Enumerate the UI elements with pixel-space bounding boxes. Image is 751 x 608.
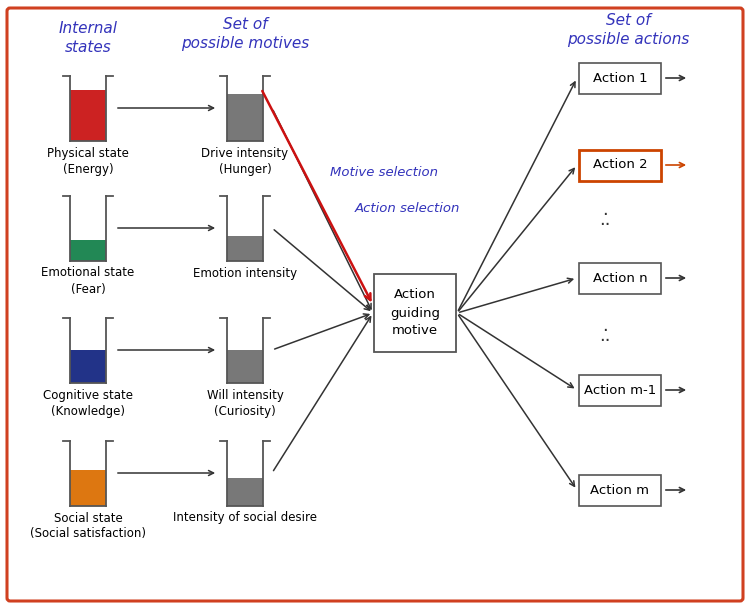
Text: Action m-1: Action m-1 (584, 384, 656, 396)
Bar (579, 474, 661, 505)
Text: Internal
states: Internal states (59, 21, 117, 55)
Text: Action 2: Action 2 (593, 159, 647, 171)
Text: Emotion intensity: Emotion intensity (193, 266, 297, 280)
Bar (579, 63, 661, 94)
Text: Cognitive state
(Knowledge): Cognitive state (Knowledge) (43, 389, 133, 418)
Text: Drive intensity
(Hunger): Drive intensity (Hunger) (201, 147, 288, 176)
Text: Social state
(Social satisfaction): Social state (Social satisfaction) (30, 511, 146, 541)
Text: Physical state
(Energy): Physical state (Energy) (47, 147, 129, 176)
Bar (579, 375, 661, 406)
Text: Motive selection: Motive selection (330, 167, 438, 179)
Bar (70, 90, 106, 140)
Text: .: . (602, 317, 608, 335)
Text: ..: .. (599, 211, 611, 229)
Text: .: . (602, 201, 608, 219)
Text: Action n: Action n (593, 272, 647, 285)
Text: Emotional state
(Fear): Emotional state (Fear) (41, 266, 134, 295)
Bar (70, 350, 106, 382)
FancyBboxPatch shape (7, 8, 743, 601)
Text: Set of
possible motives: Set of possible motives (181, 17, 309, 51)
Bar (70, 470, 106, 505)
Text: Action
guiding
motive: Action guiding motive (390, 289, 440, 337)
Bar (579, 150, 661, 181)
Text: Action m: Action m (590, 483, 650, 497)
Text: ..: .. (599, 327, 611, 345)
Bar (227, 350, 263, 382)
Text: Set of
possible actions: Set of possible actions (567, 13, 689, 47)
Bar (579, 263, 661, 294)
Bar (227, 236, 263, 260)
Bar (374, 274, 456, 352)
Bar (227, 94, 263, 140)
Text: Intensity of social desire: Intensity of social desire (173, 511, 317, 525)
Text: Action 1: Action 1 (593, 72, 647, 85)
Text: Will intensity
(Curiosity): Will intensity (Curiosity) (207, 389, 283, 418)
Bar (70, 240, 106, 260)
Bar (227, 478, 263, 505)
Text: Action selection: Action selection (355, 201, 460, 215)
